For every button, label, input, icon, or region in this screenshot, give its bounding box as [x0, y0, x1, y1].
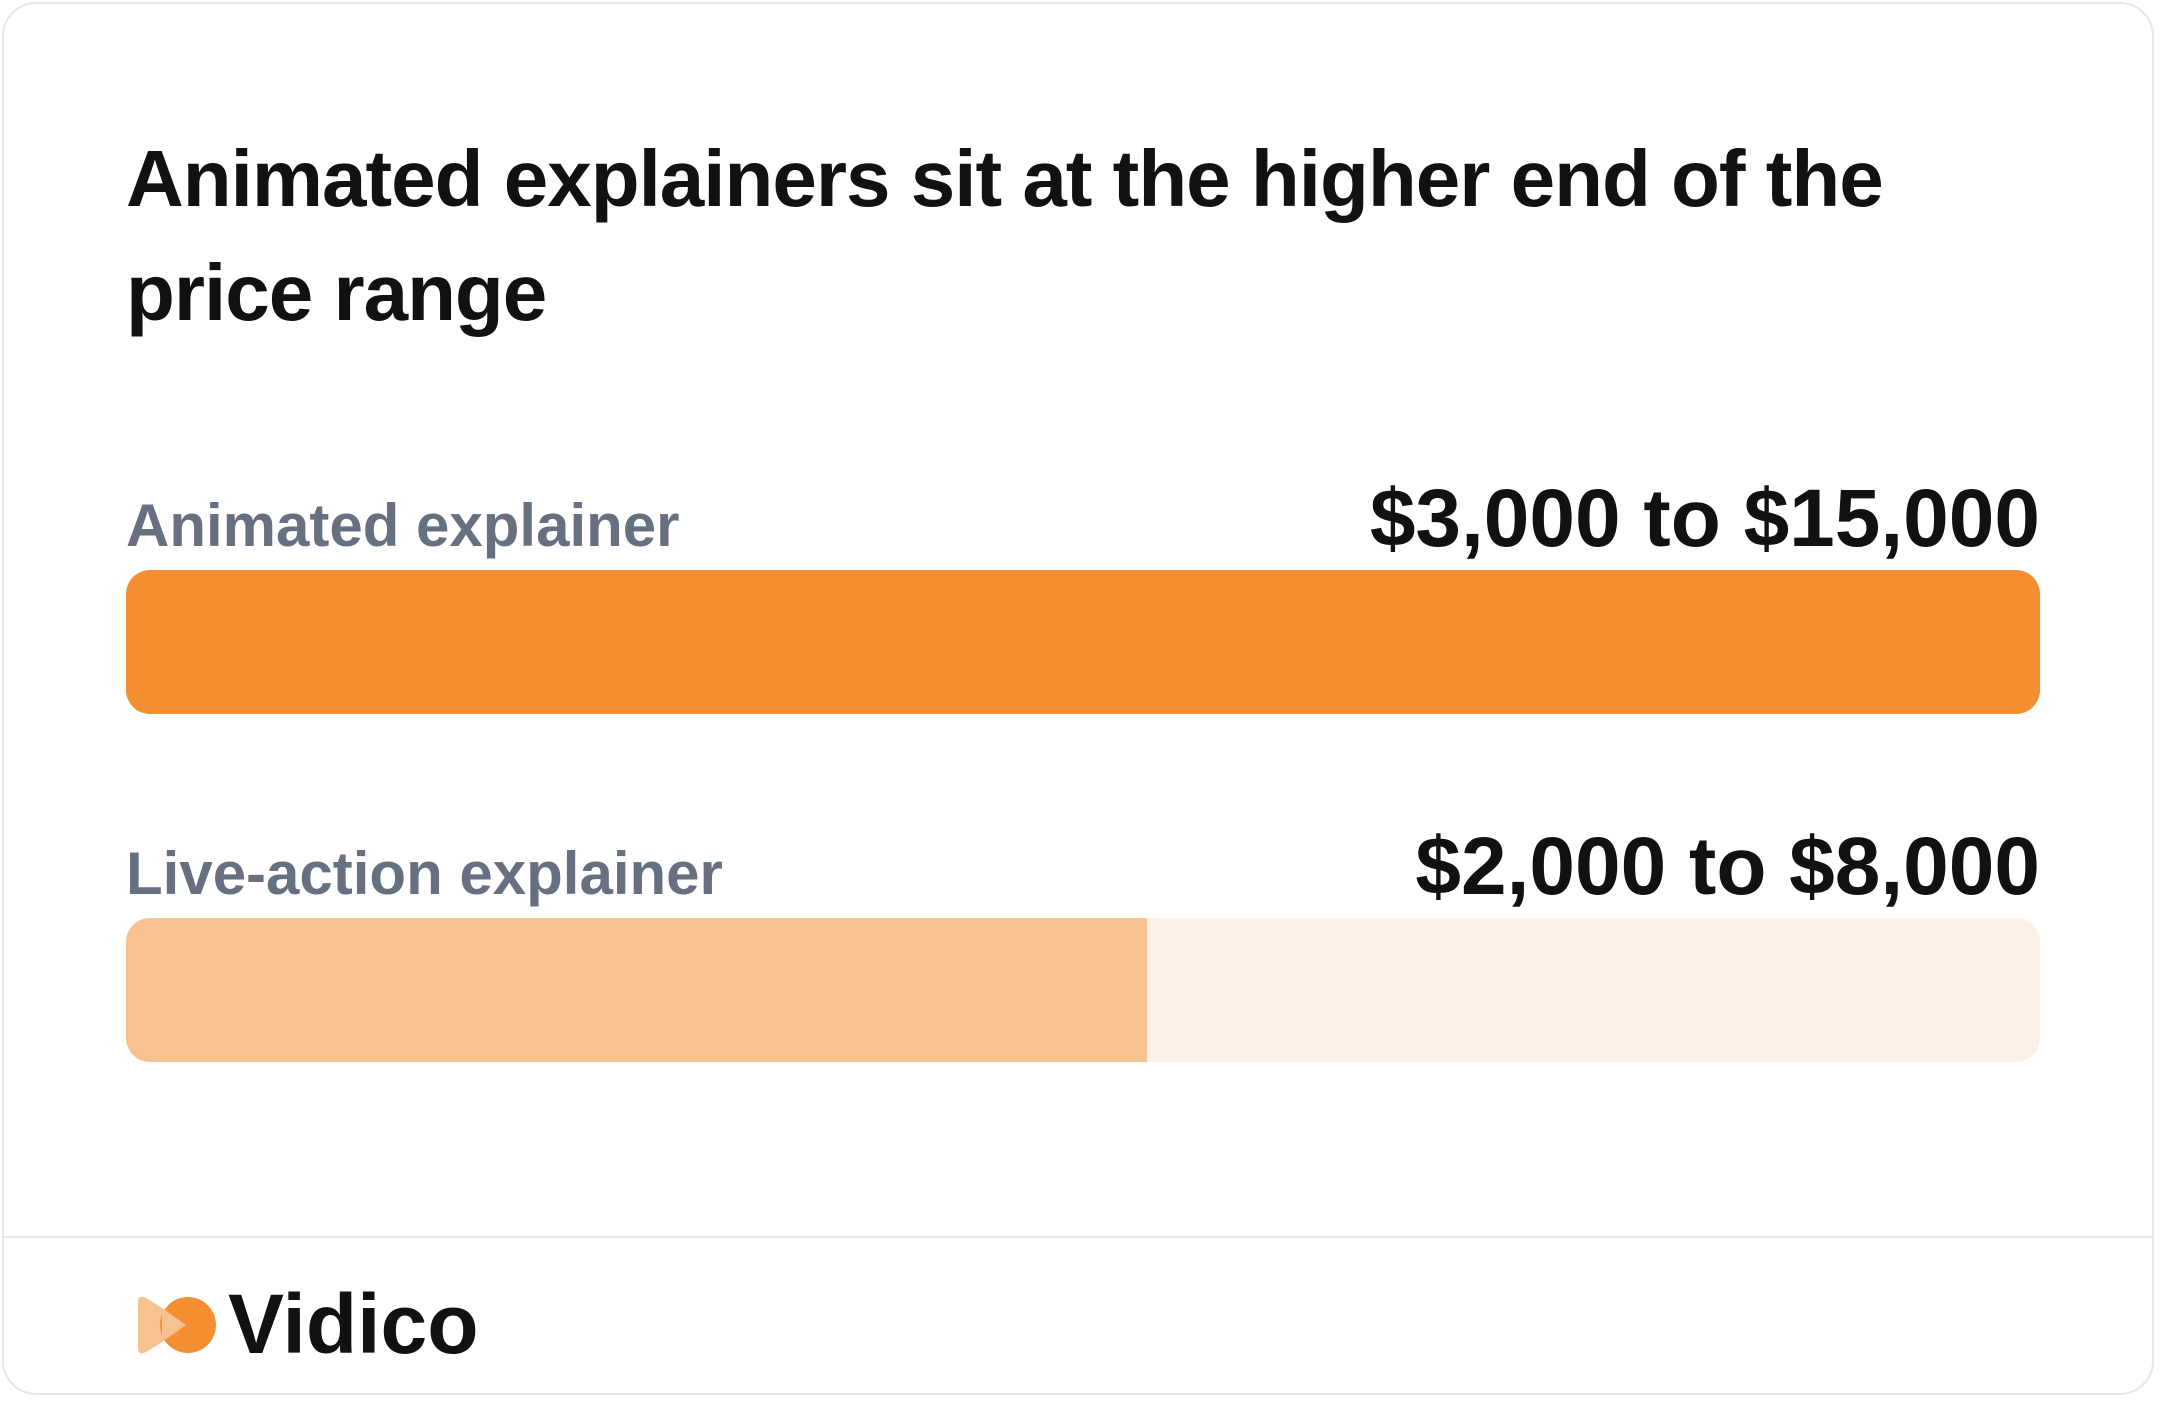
bar-row: Live-action explainer $2,000 to $8,000	[126, 808, 2040, 912]
bar-row: Animated explainer $3,000 to $15,000	[126, 460, 2040, 564]
divider	[4, 1236, 2152, 1238]
value-label: $2,000 to $8,000	[1415, 821, 2040, 912]
value-label: $3,000 to $15,000	[1369, 473, 2040, 564]
bar-track	[126, 918, 2040, 1062]
category-label: Animated explainer	[126, 492, 680, 559]
bar	[126, 570, 2040, 714]
brand: Vidico	[228, 1277, 479, 1371]
chart-title: Animated explainers sit at the higher en…	[126, 134, 1884, 337]
bar-track	[126, 570, 2040, 714]
category-label: Live-action explainer	[126, 840, 723, 907]
logo-icon	[138, 1296, 216, 1354]
bar	[126, 918, 1147, 1062]
